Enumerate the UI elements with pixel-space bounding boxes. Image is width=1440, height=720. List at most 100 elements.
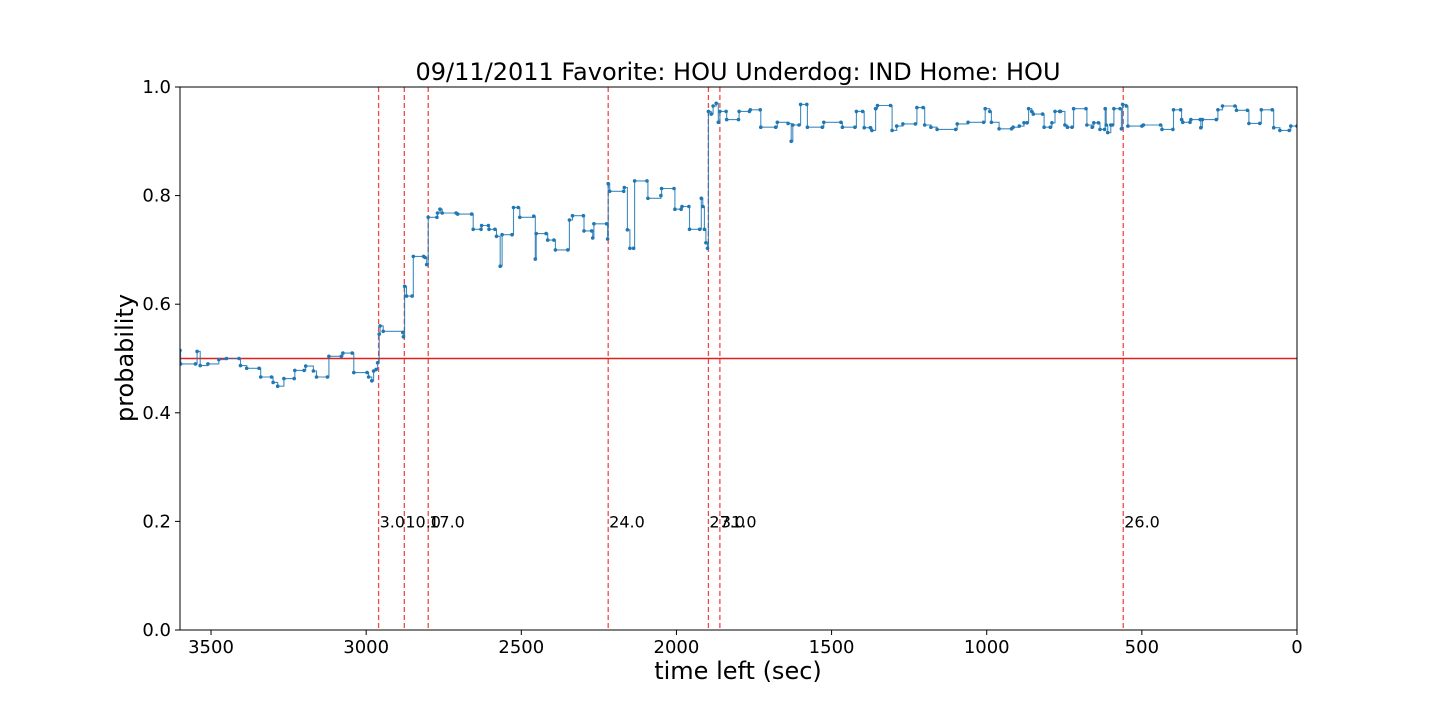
data-point [1171,127,1175,132]
data-point [592,222,596,226]
data-point [1158,123,1163,127]
data-point [789,139,793,144]
data-point [1040,112,1045,116]
data-point [1090,125,1094,129]
data-point [1234,108,1239,113]
data-point [1270,108,1274,112]
data-point [381,329,386,334]
event-label: 31.0 [721,512,757,531]
data-point [673,207,677,211]
event-label: 26.0 [1124,512,1160,531]
data-point [435,211,440,215]
data-point [339,354,344,359]
data-point [404,294,409,298]
data-point [567,218,572,222]
data-point [805,102,809,107]
axes: 3.0 10.017.0 24.0 27.031.0 26.0 3500 3000 2500 2… [142,77,1302,658]
data-point [705,246,710,251]
data-point [875,103,880,108]
data-point [868,125,873,130]
data-point [913,122,918,126]
data-point [628,246,632,251]
data-point [487,227,491,232]
y-tick-label: 1.0 [142,77,171,98]
data-point [1181,120,1185,125]
data-point [534,231,538,236]
data-point [711,104,715,108]
data-point [1070,125,1074,129]
data-point [1048,125,1053,129]
data-point [1160,127,1164,132]
data-point [983,106,987,111]
data-point [341,351,345,355]
data-point [498,264,503,269]
data-point [533,257,538,261]
data-point [401,335,406,339]
data-point [545,238,550,242]
y-tick-label: 0.8 [142,186,171,207]
plot-area [180,87,1297,630]
x-tick-label: 1500 [809,637,855,658]
data-point [1287,128,1291,133]
data-point [1119,127,1124,131]
data-point [894,124,899,128]
event-label: 17.0 [429,512,465,531]
data-point [479,227,483,232]
data-point [606,181,610,186]
data-point [1278,128,1282,133]
data-point [1233,104,1237,108]
data-point [890,128,894,133]
data-point [997,127,1001,131]
data-point [1050,121,1054,125]
data-point [607,189,612,194]
data-point [370,379,374,383]
data-point [424,262,429,267]
data-point [646,196,650,201]
data-point [180,362,183,366]
data-point [193,362,198,366]
data-point [659,186,664,191]
data-point [1271,125,1276,130]
data-point [888,103,893,108]
data-point [486,223,491,228]
data-point [282,376,286,381]
x-tick-label: 0 [1291,637,1302,658]
data-point [1065,125,1070,129]
data-point [1216,108,1220,112]
data-point [1178,108,1183,112]
data-point [724,117,729,122]
data-point [402,284,407,289]
y-tick-label: 0.2 [142,511,171,532]
data-point [1096,121,1101,125]
data-point [953,127,958,132]
event-label: 3.0 [380,512,405,531]
data-point [469,212,474,216]
data-point [375,361,380,365]
x-tick-label: 1000 [964,637,1010,658]
data-point [516,205,520,210]
data-point [632,179,637,183]
data-point [1098,127,1102,132]
data-point [798,102,803,107]
data-point [1031,112,1036,116]
data-point [870,128,874,133]
data-point [988,109,992,114]
data-point [440,211,445,215]
data-point [544,231,548,236]
data-point [258,375,263,379]
data-point [1058,109,1063,114]
data-point [1092,121,1096,125]
data-point [687,227,692,232]
data-point [455,212,460,216]
data-point [706,109,711,114]
data-point [1103,106,1107,111]
data-point [401,330,405,335]
data-point [1042,125,1046,129]
data-point [702,227,707,232]
data-point [1189,117,1193,122]
data-point [840,125,845,129]
data-point [1063,123,1067,127]
data-point [581,213,586,218]
data-point [325,375,330,379]
data-point [365,370,369,375]
